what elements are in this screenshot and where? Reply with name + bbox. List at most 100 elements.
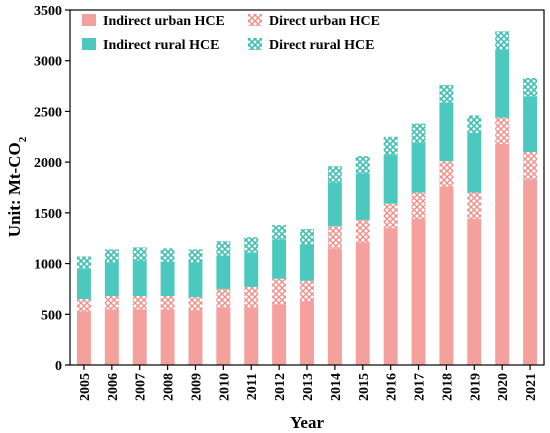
legend-label: Indirect rural HCE [103,38,219,53]
bar-segment-2008-series-2 [160,261,175,297]
x-tick-label: 2014 [329,373,344,401]
bar-segment-2006-series-2 [104,262,119,297]
x-tick-label: 2015 [357,373,372,401]
bar-segment-2005-series-2 [76,268,91,300]
bar-segment-2017-series-2 [411,142,426,193]
x-tick-label: 2019 [468,373,483,401]
bar-segment-2007-series-2 [132,260,147,297]
bar-segment-2018-series-1 [439,161,454,187]
bar-segment-2016-series-1 [383,203,398,229]
bar-segment-2019-series-1 [467,192,482,219]
bar-segment-2006-series-0 [104,309,119,365]
x-tick-label: 2018 [440,373,455,401]
bar-segment-2014-series-3 [327,166,342,183]
bar-segment-2019-series-3 [467,115,482,133]
bar-segment-2010-series-1 [216,288,231,308]
x-tick-label: 2017 [413,373,428,401]
bar-segment-2020-series-3 [495,31,510,50]
bar-segment-2013-series-3 [300,229,314,245]
x-tick-label: 2011 [245,373,260,400]
legend-swatch [248,38,262,50]
bar-segment-2005-series-3 [76,256,91,269]
y-tick-label: 2000 [34,156,62,171]
bar-segment-2011-series-2 [244,252,259,287]
bar-segment-2018-series-3 [439,85,454,103]
bar-segment-2015-series-0 [355,242,370,365]
legend-label: Direct urban HCE [269,14,380,29]
bar-segment-2014-series-2 [327,182,342,227]
bar-segment-2008-series-1 [160,296,175,310]
bar-segment-2009-series-3 [188,249,203,263]
x-tick-label: 2020 [496,373,511,401]
bar-segment-2008-series-0 [160,309,175,365]
bar-segment-2008-series-3 [160,248,175,262]
bar-segment-2007-series-3 [132,247,147,261]
bar-segment-2019-series-0 [467,218,482,365]
y-axis-ticks: 0 500 1000 1500 2000 2500 3000 3500 [34,4,70,374]
y-tick-label: 500 [41,308,62,323]
x-tick-label: 2006 [106,373,121,401]
bar-segment-2009-series-1 [188,297,203,311]
legend-swatch [82,14,96,26]
legend-swatch [82,38,96,50]
bar-segment-2012-series-0 [272,304,287,365]
y-tick-label: 3000 [34,55,62,70]
bar-segment-2012-series-1 [272,278,287,305]
legend-label: Indirect urban HCE [103,14,225,29]
bar-segment-2010-series-0 [216,307,231,365]
x-axis-ticks: 2005 2006 2007 2008 2009 2010 2011 2012 2013 2014… [78,365,539,401]
y-tick-label: 1500 [34,207,62,222]
bar-segment-2007-series-1 [132,296,147,310]
bar-segment-2011-series-3 [244,237,259,253]
legend-label: Direct rural HCE [269,38,375,53]
legend-swatch [248,14,262,26]
y-tick-label: 1000 [34,258,62,273]
bar-segment-2012-series-2 [272,239,287,279]
bar-segment-2020-series-1 [495,117,510,144]
bar-segment-2021-series-1 [523,152,538,180]
bar-segment-2021-series-2 [523,96,538,152]
x-tick-label: 2016 [385,373,400,401]
bar-segment-2016-series-2 [383,155,398,204]
x-tick-label: 2010 [217,373,232,401]
bar-segment-2015-series-3 [355,156,370,174]
x-tick-label: 2008 [162,373,177,401]
bar-segment-2005-series-0 [76,311,91,365]
x-axis-title: Year [290,413,324,432]
y-axis-title-subscript: 2 [17,136,29,142]
x-tick-label: 2012 [273,373,288,401]
bar-segment-2018-series-2 [439,102,454,162]
bar-segment-2017-series-3 [411,123,426,143]
bar-segment-2016-series-3 [383,136,398,156]
bar-segment-2010-series-2 [216,255,231,289]
legend: Indirect urban HCE Direct urban HCE Indire… [82,14,380,53]
bar-segment-2005-series-1 [76,299,91,312]
y-axis-title: Unit: Mt-CO2 [5,136,29,237]
bar-segment-2014-series-0 [327,248,342,365]
bar-segment-2020-series-2 [495,49,510,118]
bar-segment-2021-series-0 [523,179,538,365]
bar-segment-2013-series-0 [300,301,314,365]
x-tick-label: 2013 [301,373,316,401]
bar-segment-2013-series-2 [300,244,314,281]
bar-segment-2010-series-3 [216,241,231,256]
bar-segment-2018-series-0 [439,186,454,365]
bar-segment-2015-series-1 [355,219,370,243]
bar-segment-2014-series-1 [327,226,342,249]
bar-segment-2009-series-2 [188,262,203,298]
bar-segment-2021-series-3 [523,77,538,97]
bar-segment-2006-series-1 [104,296,119,310]
y-tick-label: 0 [55,359,62,374]
bar-segment-2019-series-2 [467,132,482,193]
bar-segment-2006-series-3 [104,249,119,263]
bar-segment-2011-series-0 [244,307,259,365]
y-axis-title-main: Unit: Mt-CO [5,142,24,237]
bar-segment-2013-series-1 [300,280,314,302]
bar-segment-2017-series-0 [411,218,426,365]
bar-segment-2020-series-0 [495,143,510,365]
bar-segment-2012-series-3 [272,225,287,240]
x-tick-label: 2021 [524,373,539,401]
bar-segment-2011-series-1 [244,286,259,308]
bars-layer [76,31,538,365]
